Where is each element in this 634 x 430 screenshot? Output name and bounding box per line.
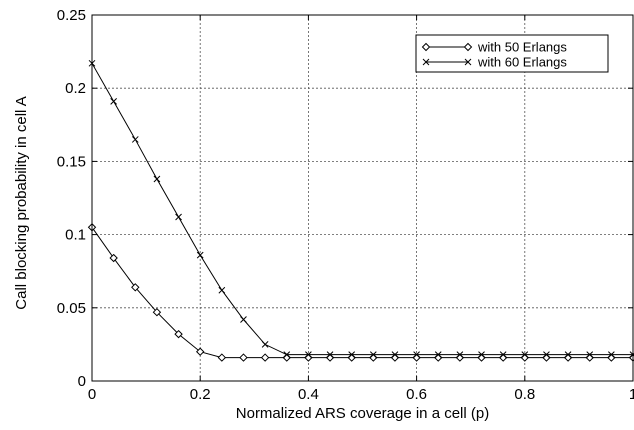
data-point (219, 287, 225, 293)
x-tick-label: 0.8 (514, 386, 535, 403)
series-x (89, 60, 634, 357)
x-tick-label: 0.4 (298, 386, 319, 403)
series-line (92, 227, 633, 357)
data-point (262, 354, 269, 361)
data-point (262, 341, 268, 347)
y-axis-label: Call blocking probability in cell A (13, 96, 30, 309)
data-point (111, 98, 117, 104)
x-tick-label: 0.6 (406, 386, 427, 403)
data-point (110, 255, 117, 262)
x-tick-label: 0.2 (190, 386, 211, 403)
data-point (132, 136, 138, 142)
data-point (176, 214, 182, 220)
x-axis-label: Normalized ARS coverage in a cell (p) (236, 405, 489, 422)
series-line (92, 63, 633, 354)
data-point (218, 354, 225, 361)
y-tick-label: 0.25 (57, 7, 86, 24)
y-tick-label: 0 (78, 373, 86, 390)
y-tick-label: 0.1 (65, 227, 86, 244)
series-diamond (89, 224, 634, 361)
y-tick-label: 0.15 (57, 153, 86, 170)
y-tick-label: 0.2 (65, 80, 86, 97)
series-group (89, 60, 634, 361)
legend-label-50-erlangs: with 50 Erlangs (477, 40, 567, 55)
x-tick-label: 1 (629, 386, 634, 403)
x-tick-label: 0 (88, 386, 96, 403)
y-tick-label: 0.05 (57, 300, 86, 317)
data-point (240, 317, 246, 323)
legend-label-60-erlangs: with 60 Erlangs (477, 55, 567, 70)
legend: with 50 Erlangs with 60 Erlangs (416, 35, 608, 72)
data-point (154, 176, 160, 182)
data-point (240, 354, 247, 361)
